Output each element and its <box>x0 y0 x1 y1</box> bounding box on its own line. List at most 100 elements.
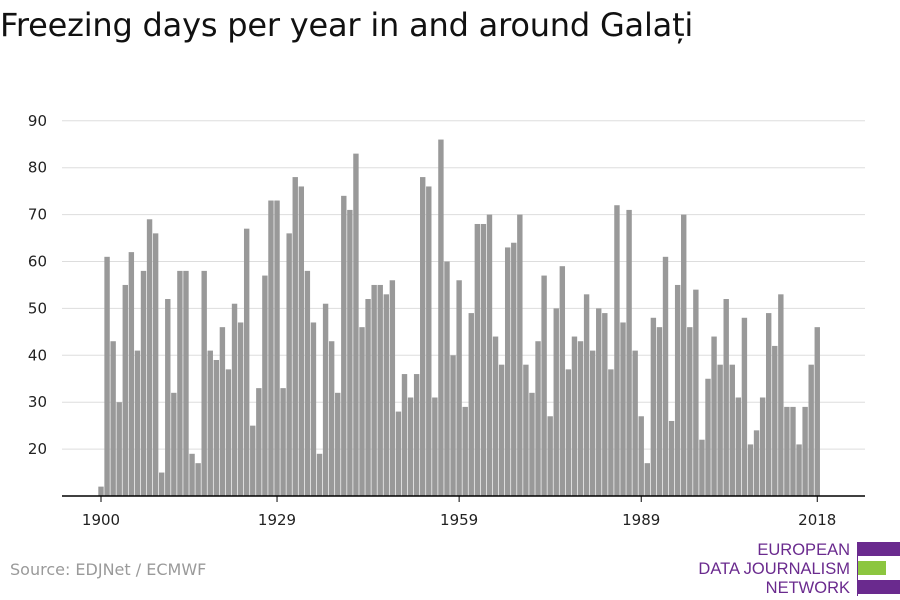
bar-1985 <box>614 205 620 496</box>
bar-1917 <box>201 270 207 496</box>
bar-1908 <box>146 219 153 497</box>
bar-1945 <box>371 284 377 496</box>
x-tick-label-1989: 1989 <box>622 511 660 529</box>
edjnet-logo: EUROPEAN DATA JOURNALISM NETWORK <box>698 538 900 598</box>
bar-1998 <box>693 289 699 496</box>
bar-2012 <box>778 294 784 496</box>
bar-1938 <box>328 341 335 496</box>
bar-1973 <box>541 275 547 496</box>
bar-1926 <box>256 388 262 496</box>
bar-1963 <box>480 223 487 497</box>
bar-2013 <box>784 406 790 496</box>
logo-bar-top <box>858 542 900 556</box>
logo-bar-middle <box>858 561 886 575</box>
bar-1981 <box>589 350 596 496</box>
bar-2001 <box>711 336 717 496</box>
bar-2018 <box>814 327 820 496</box>
bar-1911 <box>165 299 171 496</box>
x-axis-labels: 1900 1929 1959 1989 2018 <box>82 511 836 529</box>
bar-2009 <box>759 397 766 496</box>
bar-1982 <box>596 308 602 496</box>
bar-1914 <box>183 270 189 496</box>
y-tick-label-80: 80 <box>28 159 47 177</box>
bar-1924 <box>243 228 250 497</box>
bar-1937 <box>322 303 329 496</box>
bar-1961 <box>468 313 474 496</box>
bar-1953 <box>420 177 426 496</box>
bar-1967 <box>504 247 511 496</box>
bar-1941 <box>347 209 353 496</box>
bar-1909 <box>152 233 159 497</box>
bar-1923 <box>237 322 244 496</box>
bar-1934 <box>304 270 311 496</box>
bar-1965 <box>492 336 499 496</box>
bar-1918 <box>207 350 213 496</box>
bar-1947 <box>383 294 389 496</box>
bar-1988 <box>632 350 638 496</box>
bar-1901 <box>104 256 110 496</box>
bar-1977 <box>565 369 572 496</box>
bar-2002 <box>717 364 723 496</box>
bar-1910 <box>159 472 165 496</box>
logo-line-data-journalism: DATA JOURNALISM <box>698 560 850 578</box>
bar-2011 <box>772 345 778 496</box>
bar-1916 <box>195 463 201 496</box>
y-tick-label-50: 50 <box>28 299 47 317</box>
bar-1992 <box>656 327 663 496</box>
bar-1920 <box>219 327 226 496</box>
bar-1986 <box>620 322 626 496</box>
gridlines <box>62 120 865 450</box>
bar-1932 <box>292 177 298 496</box>
bars-group <box>98 139 820 497</box>
bar-1922 <box>231 303 238 496</box>
chart-title: Freezing days per year in and around Gal… <box>0 6 694 44</box>
bar-1935 <box>310 322 317 496</box>
bar-1957 <box>444 261 450 496</box>
bar-2016 <box>802 406 808 496</box>
bar-1975 <box>553 308 559 496</box>
bar-2007 <box>747 444 754 496</box>
bar-1940 <box>341 195 347 496</box>
bar-1996 <box>681 214 687 496</box>
bar-chart: 20 30 40 50 60 70 80 90 1900 1929 1959 1989 2018 <box>28 112 865 529</box>
source-note: Source: EDJNet / ECMWF <box>10 560 207 579</box>
bar-1929 <box>274 200 280 496</box>
y-tick-label-90: 90 <box>28 112 47 130</box>
bar-1959 <box>456 280 462 496</box>
bar-2015 <box>796 444 802 496</box>
bar-1964 <box>486 214 493 496</box>
bar-2014 <box>790 406 796 496</box>
bar-1950 <box>401 374 408 496</box>
bar-1944 <box>365 299 371 496</box>
bar-2017 <box>808 364 814 496</box>
x-tick-label-2018: 2018 <box>798 511 836 529</box>
bar-1925 <box>250 425 256 496</box>
bar-1915 <box>189 453 195 496</box>
bar-1906 <box>134 350 141 496</box>
y-tick-label-20: 20 <box>28 440 47 458</box>
bar-2003 <box>723 299 729 496</box>
bar-1991 <box>650 317 657 496</box>
bar-1946 <box>377 284 383 496</box>
bar-1999 <box>699 439 705 496</box>
bar-1974 <box>547 416 553 496</box>
logo-line-network: NETWORK <box>765 579 850 597</box>
bar-1928 <box>268 200 274 496</box>
bar-1962 <box>474 223 481 497</box>
y-tick-label-40: 40 <box>28 346 47 364</box>
logo-bar-bottom <box>858 580 900 594</box>
bar-1905 <box>128 252 135 496</box>
bar-1902 <box>110 341 116 496</box>
bar-1987 <box>626 209 632 496</box>
bar-2008 <box>753 430 760 496</box>
x-tick-label-1959: 1959 <box>440 511 478 529</box>
bar-1969 <box>517 214 523 496</box>
bar-2010 <box>766 313 772 496</box>
bar-1931 <box>286 233 292 497</box>
bar-1970 <box>523 364 529 496</box>
bar-1933 <box>298 186 305 496</box>
bar-2006 <box>741 317 748 496</box>
bar-1903 <box>116 402 122 496</box>
bar-1930 <box>280 388 286 496</box>
bar-1949 <box>395 411 402 496</box>
